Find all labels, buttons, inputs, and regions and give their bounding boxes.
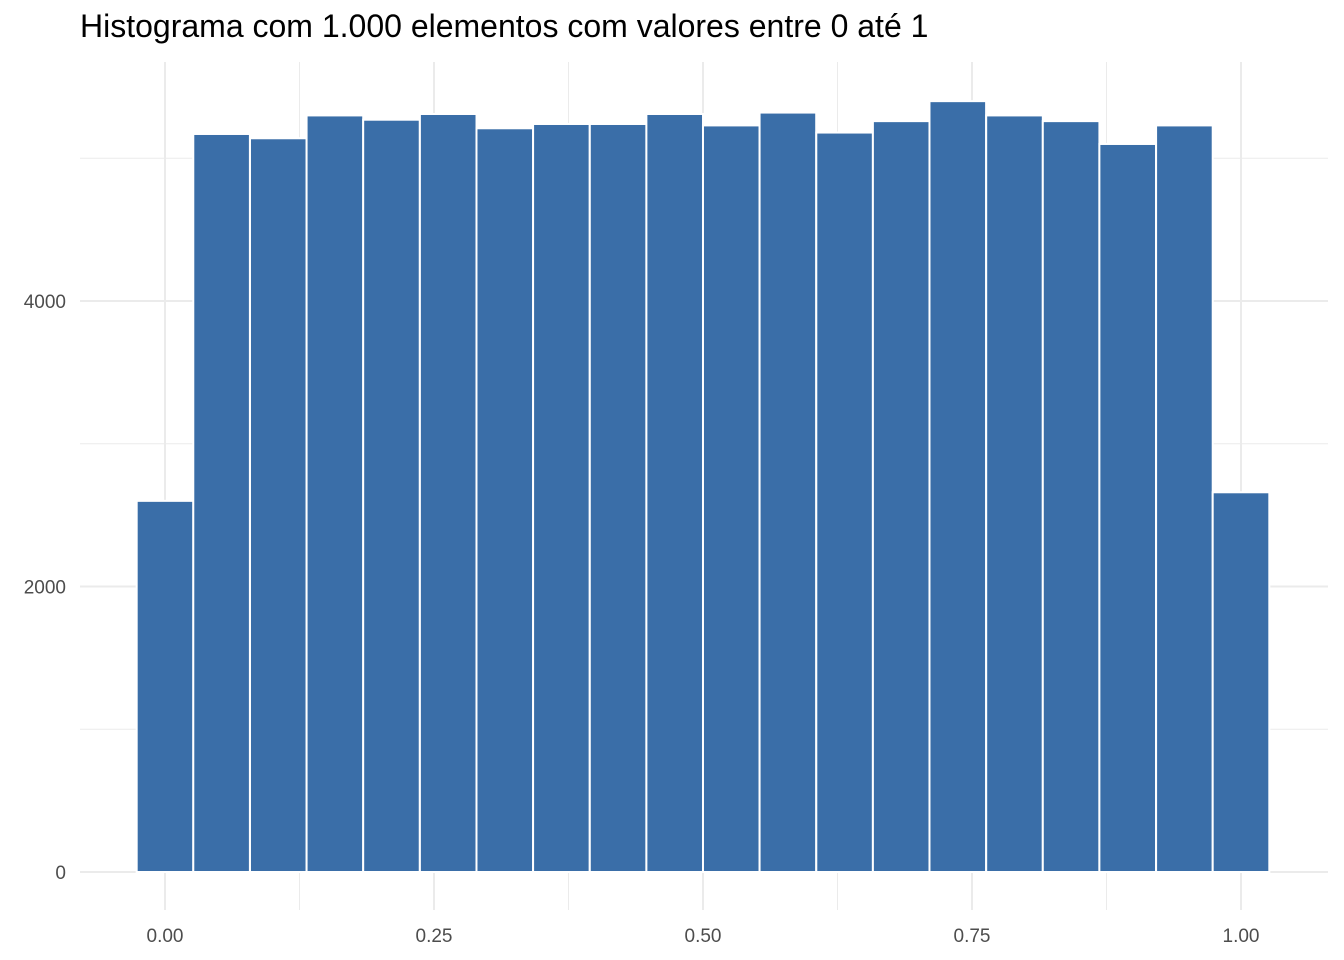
histogram-bar <box>758 111 818 873</box>
histogram-bar <box>588 122 648 874</box>
histogram-bar <box>1098 142 1158 874</box>
histogram-bar <box>305 114 365 874</box>
x-tick-label: 0.25 <box>416 926 453 947</box>
histogram-bar <box>532 122 591 874</box>
x-axis-tick-labels: 0.00 0.25 0.50 0.75 1.00 <box>147 926 1260 947</box>
y-tick-label: 4000 <box>24 292 66 313</box>
histogram-bar <box>1155 124 1214 874</box>
histogram-bar <box>928 100 988 873</box>
chart-title: Histograma com 1.000 elementos com valor… <box>80 8 929 44</box>
histogram-bar <box>871 120 931 873</box>
histogram-bar <box>701 124 761 874</box>
histogram-bar <box>475 127 535 873</box>
histogram-bar <box>815 131 874 873</box>
histogram-bar <box>362 118 421 873</box>
histogram-bar <box>135 499 195 873</box>
y-tick-label: 2000 <box>24 578 66 599</box>
y-axis-tick-labels: 0 2000 4000 <box>24 292 66 884</box>
histogram-bar <box>192 132 251 874</box>
histogram-bar <box>645 112 705 873</box>
histogram-bar <box>985 114 1044 874</box>
histogram-bar <box>1041 120 1101 873</box>
x-tick-label: 0.00 <box>147 926 184 947</box>
histogram-bars <box>135 100 1271 874</box>
x-tick-label: 1.00 <box>1223 926 1260 947</box>
y-tick-label: 0 <box>55 863 66 884</box>
histogram-bar <box>1211 491 1271 873</box>
x-tick-label: 0.75 <box>954 926 991 947</box>
histogram-bar <box>418 112 478 873</box>
x-tick-label: 0.50 <box>685 926 722 947</box>
histogram-bar <box>248 137 308 873</box>
